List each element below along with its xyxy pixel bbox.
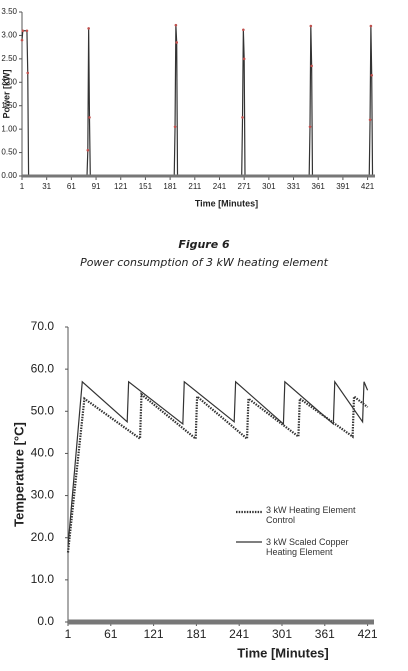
point — [308, 125, 312, 129]
y-tick-label: 1.00 — [1, 124, 17, 133]
x-tick-label: 271 — [237, 182, 251, 191]
series-line — [67, 379, 369, 547]
point — [370, 73, 374, 77]
point — [25, 29, 29, 33]
x-tick-label: 241 — [229, 627, 249, 641]
point — [88, 116, 91, 119]
point — [174, 23, 178, 27]
y-tick-label: 10.0 — [31, 572, 55, 586]
y-tick-label: 50.0 — [31, 403, 55, 417]
point — [241, 116, 244, 119]
y-axis-label: Power [kW] — [1, 69, 11, 118]
point — [26, 71, 30, 75]
x-tick-label: 91 — [92, 182, 101, 191]
point — [368, 118, 372, 122]
point — [310, 64, 313, 68]
y-tick-label: 3.00 — [1, 31, 17, 40]
y-tick-label: 2.50 — [1, 54, 17, 63]
x-tick-label: 391 — [336, 182, 350, 191]
x-tick-label: 241 — [213, 182, 227, 191]
x-tick-label: 151 — [139, 182, 153, 191]
y-tick-label: 40.0 — [31, 446, 55, 460]
y-tick-label: 3.50 — [1, 7, 17, 16]
point — [173, 125, 177, 129]
point — [86, 148, 90, 152]
series-line — [21, 25, 374, 177]
temperature-chart: 0.0 10.0 20.0 30.0 40.0 50.0 60.0 70.0 1 61 121 181… — [11, 319, 378, 660]
y-tick-label: 20.0 — [31, 530, 55, 544]
x-tick-label: 1 — [20, 182, 25, 191]
x-tick-label: 331 — [287, 182, 301, 191]
x-tick-label: 421 — [358, 627, 378, 641]
y-tick-label: 0.0 — [37, 614, 54, 628]
x-tick-label: 181 — [186, 627, 206, 641]
x-tick-label: 181 — [163, 182, 177, 191]
x-tick-label: 301 — [272, 627, 292, 641]
x-axis-label: Time [Minutes] — [237, 645, 329, 660]
point — [21, 29, 25, 33]
x-tick-label: 421 — [361, 182, 375, 191]
figure-label: Figure 6 — [178, 238, 230, 251]
x-tick-label: 31 — [42, 182, 51, 191]
power-chart: 0.00 0.50 1.00 1.50 2.00 2.50 3.00 3.50 1 31 61 91 1… — [1, 7, 375, 208]
point — [20, 38, 24, 42]
x-tick-label: 61 — [104, 627, 118, 641]
legend-entry: 3 kW Scaled Copper Heating Element — [266, 537, 349, 557]
series-line — [66, 392, 369, 553]
point — [369, 24, 373, 28]
y-tick-label: 60.0 — [31, 361, 55, 375]
x-tick-label: 361 — [312, 182, 326, 191]
y-tick-label: 1.50 — [1, 101, 17, 110]
y-tick-label: 0.00 — [1, 171, 17, 180]
x-tick-label: 121 — [114, 182, 128, 191]
x-tick-label: 211 — [188, 182, 201, 191]
x-tick-label: 301 — [262, 182, 276, 191]
point — [87, 27, 90, 30]
point — [309, 24, 313, 28]
x-axis-label: Time [Minutes] — [195, 198, 258, 208]
legend-entry: 3 kW Heating Element Control — [266, 505, 356, 525]
y-axis-label: Temperature [°C] — [11, 422, 26, 527]
y-tick-label: 70.0 — [31, 319, 55, 333]
x-tick-label: 121 — [144, 627, 164, 641]
y-tick-label: 2.00 — [1, 77, 17, 86]
point — [242, 57, 246, 61]
figure-text: Power consumption of 3 kW heating elemen… — [80, 256, 328, 269]
x-tick-label: 361 — [315, 627, 335, 641]
y-tick-label: 0.50 — [1, 148, 17, 157]
x-tick-label: 61 — [67, 182, 76, 191]
y-tick-label: 30.0 — [31, 488, 55, 502]
point — [242, 28, 245, 32]
point — [175, 41, 178, 44]
x-tick-label: 1 — [65, 627, 72, 641]
